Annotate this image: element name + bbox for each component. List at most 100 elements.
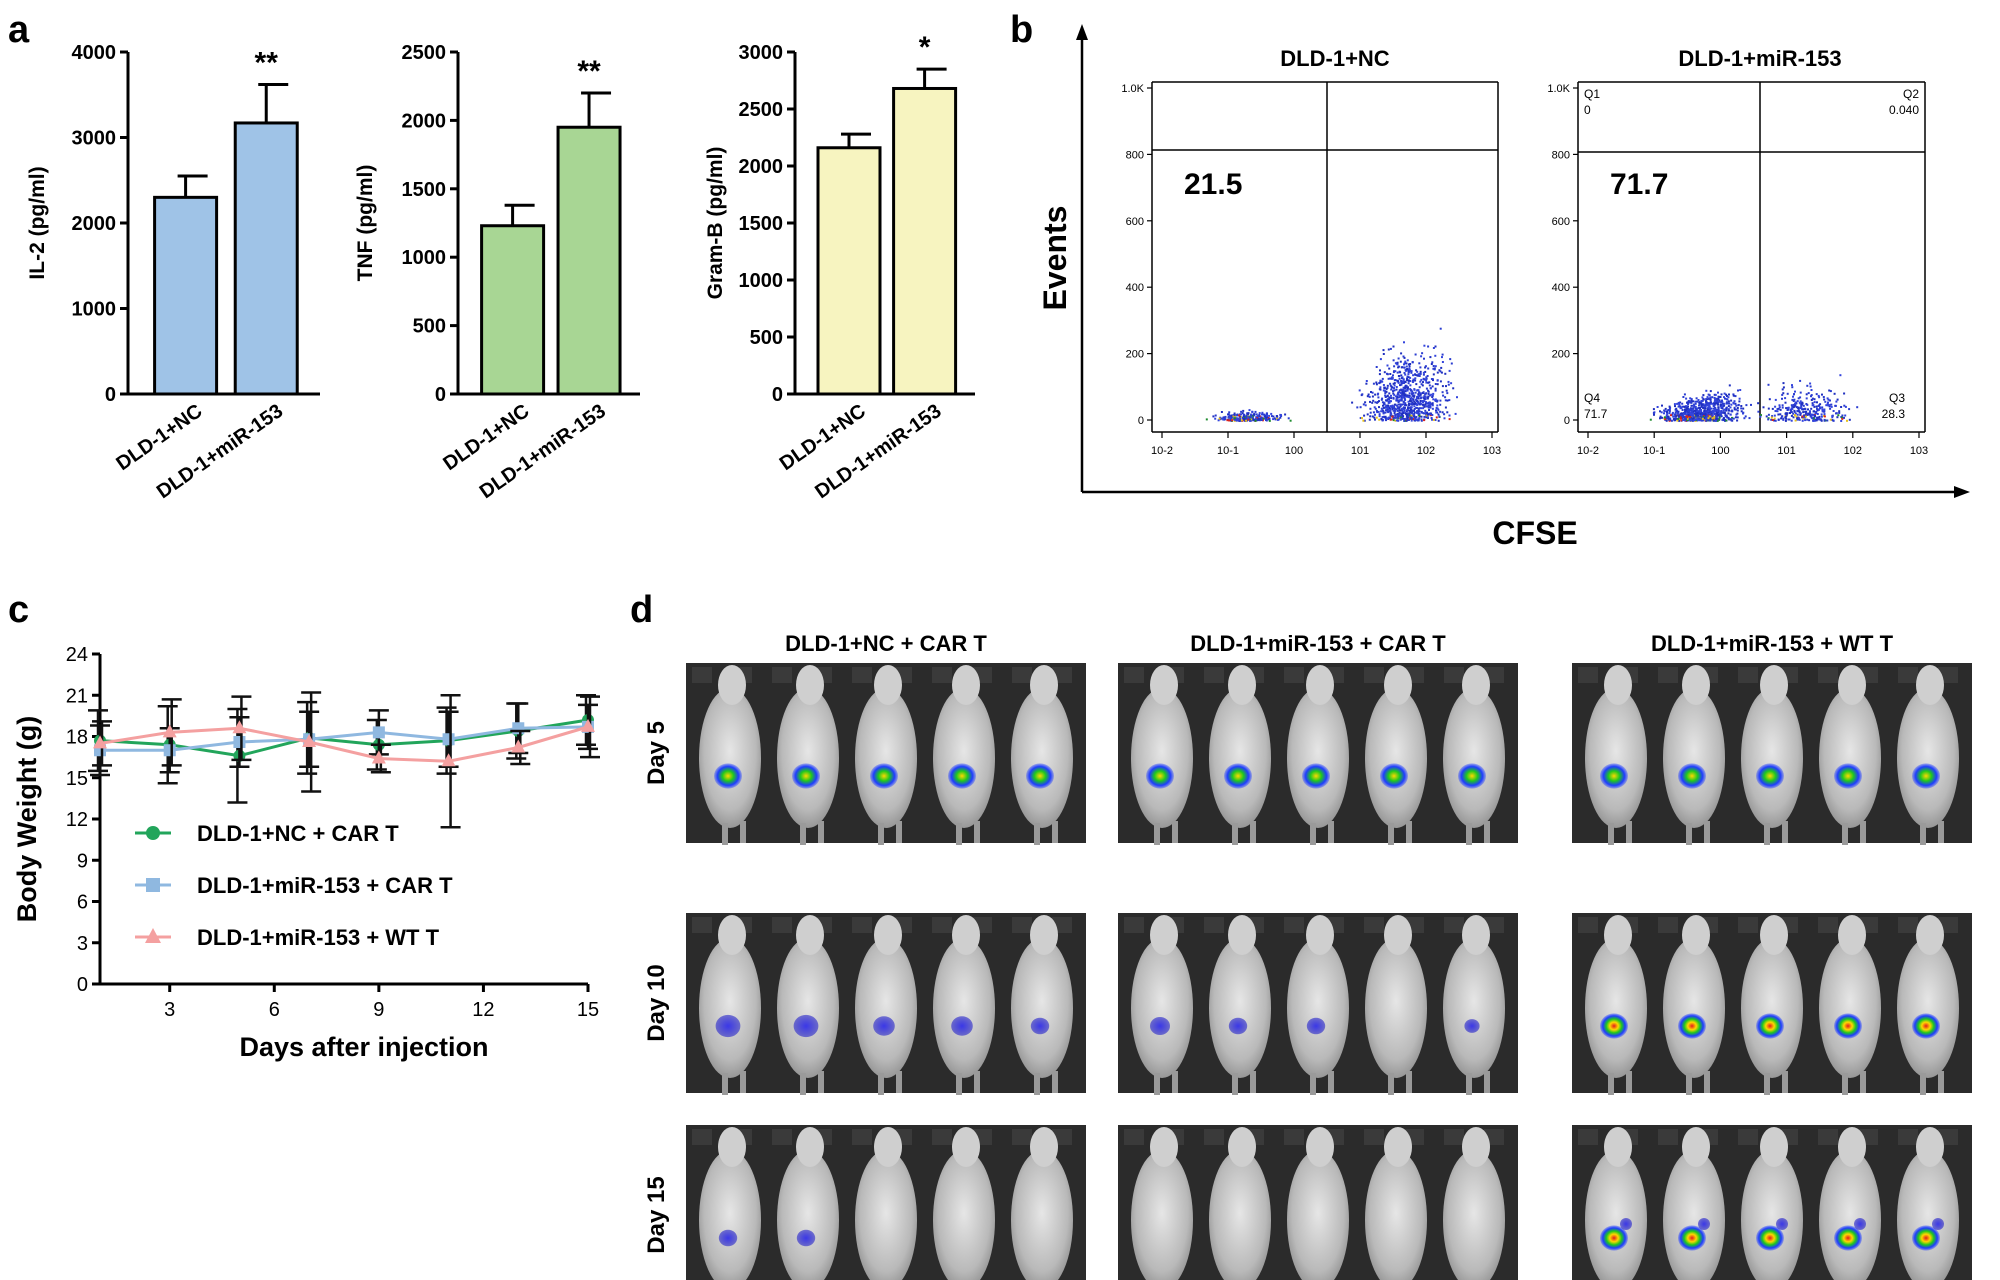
event-dot (1367, 393, 1370, 396)
event-dot (1417, 408, 1420, 411)
mouse (1011, 938, 1073, 1078)
cage-bar (1012, 667, 1032, 683)
event-dot (1806, 384, 1809, 387)
event-dot (1419, 397, 1422, 400)
mouse (1663, 688, 1725, 828)
event-dot (1404, 387, 1406, 390)
cage-bar (1578, 667, 1598, 683)
event-dot (1409, 411, 1412, 414)
event-dot (1369, 411, 1372, 414)
event-dot (1382, 389, 1385, 392)
event-dot (1212, 415, 1215, 418)
event-dot (1709, 417, 1712, 420)
event-dot (1409, 399, 1411, 402)
event-dot (1779, 413, 1782, 416)
event-dot (1250, 413, 1253, 416)
tumor-signal (1776, 1218, 1788, 1230)
mouse (1443, 688, 1505, 828)
event-dot (1396, 363, 1399, 366)
event-dot (1375, 409, 1378, 412)
mouse-head (874, 915, 902, 955)
event-dot (1368, 418, 1371, 421)
event-dot (1412, 409, 1415, 412)
cage-bar (1284, 667, 1304, 683)
event-dot (1428, 409, 1430, 411)
event-dot (1364, 404, 1367, 407)
event-dot (1665, 416, 1668, 419)
event-dot (1804, 413, 1807, 416)
event-dot (1729, 413, 1732, 416)
event-dot (1404, 417, 1407, 420)
mouse-leg (896, 1071, 902, 1093)
event-dot (1420, 415, 1423, 418)
event-dot (1410, 414, 1413, 417)
event-dot (1680, 414, 1683, 417)
flow-ylabel: Events (1037, 206, 1073, 311)
event-dot (1742, 407, 1745, 410)
cage-bar (1818, 917, 1838, 933)
event-dot (1406, 389, 1409, 392)
event-dot (1713, 400, 1716, 403)
event-dot (1688, 410, 1690, 413)
event-dot (1407, 406, 1409, 409)
event-dot (1417, 393, 1420, 396)
event-dot (1714, 415, 1717, 418)
event-dot (1836, 398, 1839, 401)
event-dot (1668, 419, 1671, 422)
event-dot (1249, 419, 1252, 422)
event-dot (1425, 392, 1428, 395)
event-dot (1686, 416, 1689, 419)
event-dot (1410, 396, 1413, 399)
event-dot (1723, 419, 1726, 421)
event-dot (1382, 349, 1385, 352)
event-dot (1678, 404, 1681, 406)
event-dot (1416, 418, 1419, 421)
event-dot (1767, 418, 1770, 421)
mouse-leg (1172, 821, 1178, 843)
event-dot (1815, 411, 1818, 413)
mouse (855, 688, 917, 828)
y-axis-label: TNF (pg/ml) (354, 165, 377, 282)
event-dot (1681, 405, 1684, 408)
cage-bar (1364, 667, 1384, 683)
event-dot (1434, 345, 1437, 348)
event-dot (1797, 407, 1800, 410)
event-dot (1426, 413, 1429, 416)
event-dot (1379, 358, 1382, 361)
mouse-head (1306, 915, 1334, 955)
mouse-head (718, 1127, 746, 1167)
event-dot (1401, 411, 1404, 413)
event-dot (1431, 402, 1434, 405)
mouse-head (1760, 665, 1788, 705)
event-dot (1697, 407, 1700, 409)
event-dot (1268, 419, 1271, 422)
event-dot (1378, 413, 1381, 416)
event-dot (1781, 415, 1784, 418)
event-dot (1677, 414, 1680, 417)
event-dot (1400, 397, 1403, 400)
event-dot (1704, 403, 1707, 406)
event-dot (1704, 404, 1707, 407)
event-dot (1723, 404, 1726, 407)
mouse-head (1462, 915, 1490, 955)
event-dot (1409, 417, 1412, 420)
event-dot (1444, 372, 1447, 375)
event-dot (1411, 390, 1414, 393)
event-dot (1708, 402, 1711, 405)
event-dot (1242, 417, 1245, 420)
event-dot (1700, 418, 1703, 421)
mouse-head (1306, 1127, 1334, 1167)
mouse (1131, 1150, 1193, 1280)
event-dot (1399, 405, 1402, 407)
event-dot (1394, 414, 1397, 417)
mouse (1819, 1150, 1881, 1280)
event-dot (1365, 380, 1368, 382)
event-dot (1692, 407, 1695, 410)
mouse (933, 1150, 995, 1280)
event-dot (1727, 416, 1730, 419)
event-dot (1718, 418, 1721, 421)
event-dot (1713, 408, 1716, 411)
mouse (1585, 1150, 1647, 1280)
cage-bar (1578, 1129, 1598, 1145)
